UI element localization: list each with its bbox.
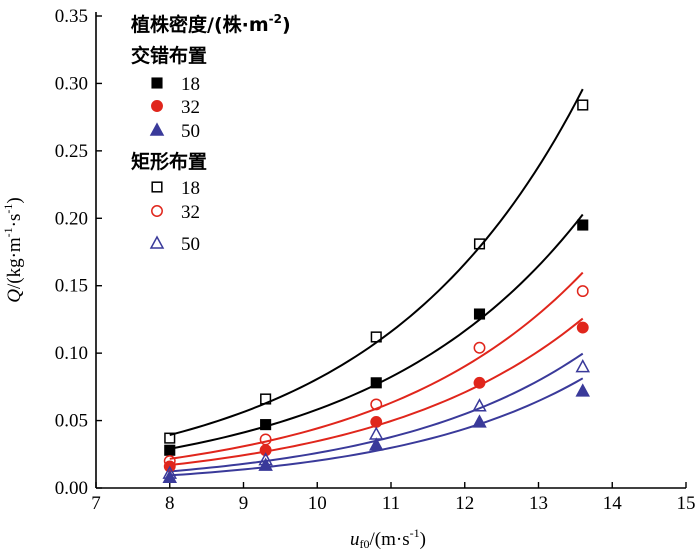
legend-marker — [149, 122, 165, 136]
y-tick-label: 0.35 — [55, 6, 88, 27]
data-point — [577, 219, 589, 231]
y-tick-label: 0.15 — [55, 276, 88, 297]
data-point — [370, 398, 383, 411]
y-axis-label: Q/(kg·m-1·s-1) — [1, 197, 25, 303]
data-point — [576, 321, 589, 334]
legend-header: 植株密度/(株·m-2) — [131, 12, 291, 36]
data-point — [260, 419, 272, 431]
legend-label: 32 — [181, 97, 200, 118]
x-tick-label: 8 — [165, 493, 175, 514]
legend-marker — [151, 100, 163, 112]
data-point — [370, 415, 383, 428]
legend-marker — [149, 235, 165, 249]
x-tick-label: 12 — [455, 493, 474, 514]
legend-label: 18 — [181, 178, 200, 199]
legend-label: 50 — [181, 121, 200, 142]
data-point — [473, 238, 486, 250]
legend-group-rectangular: 矩形布置 — [131, 150, 207, 173]
x-tick-label: 15 — [677, 493, 696, 514]
data-point — [472, 398, 487, 412]
y-tick-label: 0.30 — [55, 73, 88, 94]
y-tick-label: 0.05 — [55, 411, 88, 432]
fit-line — [169, 377, 584, 477]
legend-label: 32 — [181, 202, 200, 223]
fit-line — [169, 88, 584, 436]
y-tick-label: 0.25 — [55, 141, 88, 162]
data-point — [473, 376, 486, 389]
data-point — [368, 426, 384, 440]
data-point — [370, 377, 382, 389]
legend-label: 50 — [181, 234, 200, 255]
x-tick-label: 9 — [239, 493, 249, 514]
legend-group-staggered: 交错布置 — [131, 44, 207, 67]
fit-line — [169, 271, 584, 460]
data-point — [370, 331, 382, 343]
data-point — [576, 285, 589, 298]
x-ticks: 7 8 9 10 11 12 13 14 15 — [91, 482, 696, 514]
data-point — [164, 444, 176, 456]
data-point — [162, 465, 178, 479]
data-points — [162, 99, 591, 483]
data-point — [473, 341, 486, 354]
y-tick-label: 0.00 — [55, 478, 88, 499]
y-tick-label: 0.10 — [55, 343, 88, 364]
data-point — [368, 437, 384, 451]
legend-marker — [151, 181, 163, 193]
data-point — [577, 99, 589, 111]
data-point — [259, 433, 272, 446]
x-tick-label: 10 — [308, 493, 327, 514]
x-tick-label: 14 — [603, 493, 623, 514]
x-tick-label: 13 — [529, 493, 548, 514]
y-tick-label: 0.20 — [55, 208, 88, 229]
data-point — [473, 308, 486, 320]
data-point — [258, 452, 273, 466]
data-point — [472, 414, 487, 428]
data-point — [575, 383, 591, 397]
x-axis-label: uf0/(m·s-1) — [350, 526, 426, 551]
legend-marker — [151, 205, 163, 217]
data-point — [162, 469, 178, 483]
legend-label: 18 — [181, 74, 200, 95]
x-tick-label: 7 — [91, 493, 101, 514]
data-point — [575, 359, 591, 373]
x-tick-label: 11 — [382, 493, 400, 514]
legend-marker — [151, 77, 163, 89]
y-ticks: 0.00 0.05 0.10 0.15 0.20 0.25 0.30 0.35 — [55, 6, 102, 499]
fit-line — [169, 352, 584, 473]
data-point — [164, 432, 176, 444]
data-point — [260, 393, 272, 405]
